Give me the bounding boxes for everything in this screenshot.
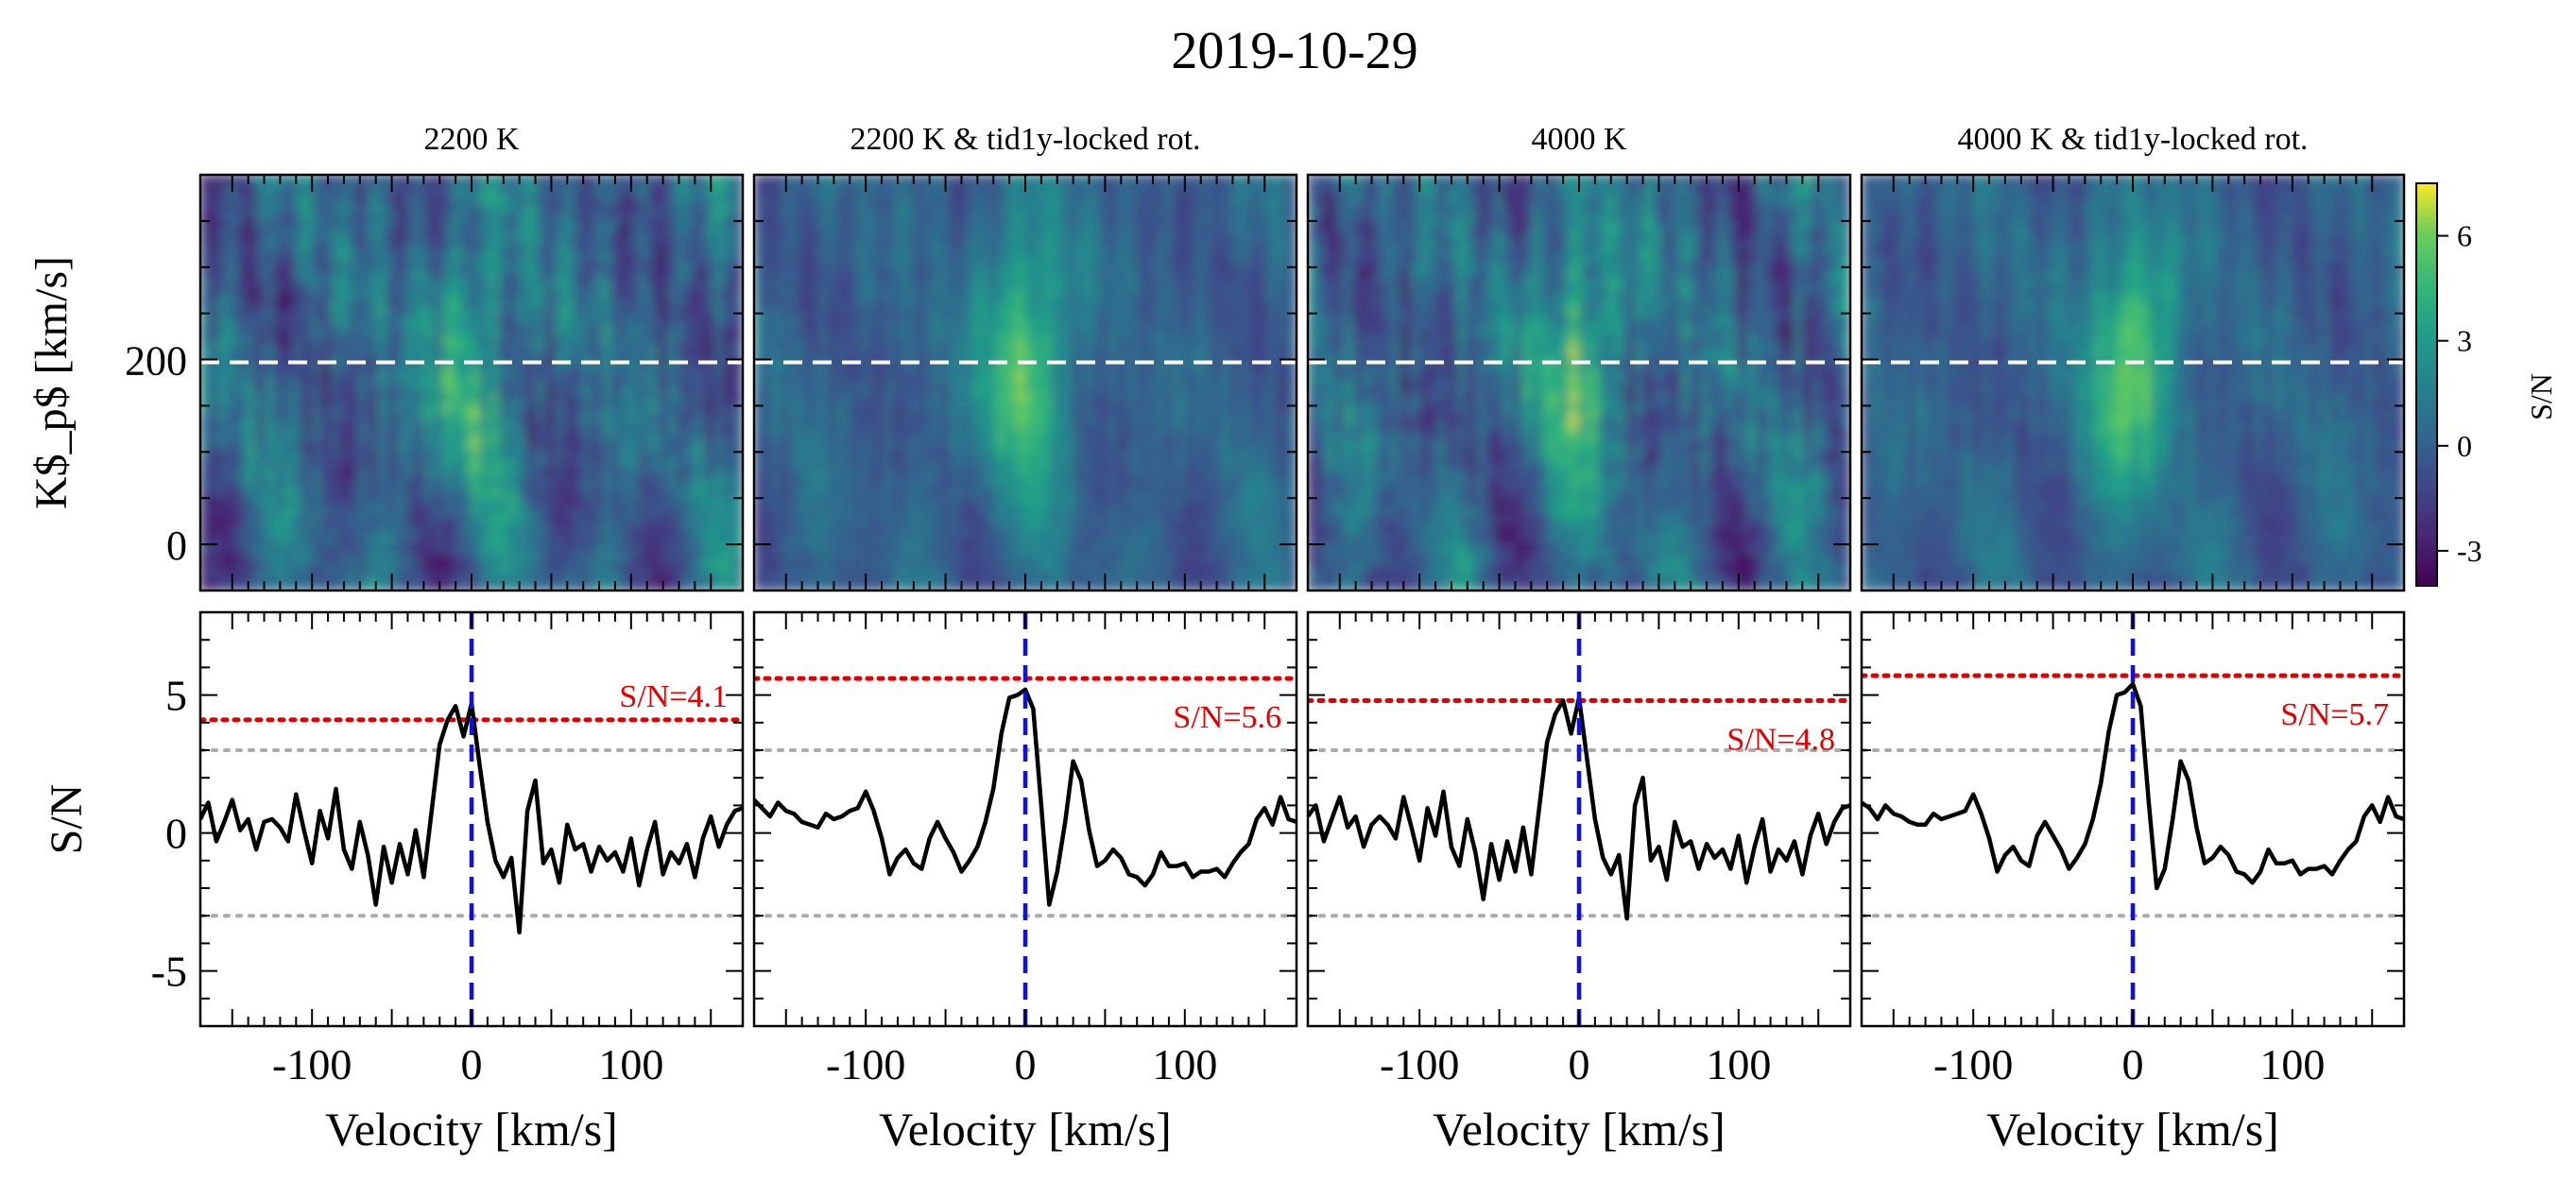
snr-xtick-label: -100 bbox=[1933, 1040, 2013, 1088]
snr-panel: S/N=5.6 -100 0 100 Velocity [km/s] bbox=[752, 610, 1298, 1156]
heatmap-panel bbox=[752, 173, 1298, 592]
snr-curve bbox=[1862, 681, 2404, 891]
heatmap-ytick-label: 200 bbox=[125, 338, 187, 385]
heatmap-ylabel: K$_p$ [km/s] bbox=[26, 256, 77, 509]
snr-threshold-label: S/N=4.1 bbox=[619, 679, 728, 714]
snr-ytick-label: 0 bbox=[165, 810, 187, 858]
snr-panel: S/N=4.8 -100 0 100 Velocity [km/s] bbox=[1306, 610, 1852, 1156]
panel-title: 2200 K & tid1y-locked rot. bbox=[850, 122, 1200, 157]
colorbar-tick-label: 6 bbox=[2457, 219, 2472, 253]
figure-title: 2019-10-29 bbox=[1171, 22, 1417, 80]
snr-panel: S/N=4.1 -100 0 100 Velocity [km/s] -5 0 5 S/N bbox=[42, 610, 745, 1156]
snr-xtick-label: -100 bbox=[272, 1040, 352, 1088]
snr-xtick-label: 100 bbox=[2259, 1040, 2325, 1088]
panel-title: 2200 K bbox=[423, 122, 520, 157]
snr-ytick-label: 5 bbox=[165, 672, 187, 720]
snr-xtick-label: -100 bbox=[1380, 1040, 1459, 1088]
colorbar-tick-label: -3 bbox=[2457, 534, 2482, 568]
snr-threshold-label: S/N=5.7 bbox=[2280, 697, 2389, 732]
snr-panel: S/N=5.7 -100 0 100 Velocity [km/s] bbox=[1860, 610, 2406, 1156]
snr-xtick-label: 100 bbox=[1706, 1040, 1771, 1088]
snr-threshold-label: S/N=5.6 bbox=[1173, 700, 1281, 735]
snr-xlabel: Velocity [km/s] bbox=[325, 1103, 618, 1156]
heatmap-panel: 0 200 K$_p$ [km/s] bbox=[26, 173, 745, 592]
colorbar-gradient bbox=[2415, 182, 2438, 587]
colorbar: -3 0 3 6 S/N bbox=[2415, 182, 2558, 587]
snr-xtick-label: -100 bbox=[826, 1040, 905, 1088]
snr-xlabel: Velocity [km/s] bbox=[1986, 1103, 2279, 1156]
panel-title: 4000 K & tid1y-locked rot. bbox=[1957, 122, 2308, 157]
snr-xlabel: Velocity [km/s] bbox=[1433, 1103, 1726, 1156]
snr-xtick-label: 0 bbox=[1015, 1040, 1037, 1088]
colorbar-label: S/N bbox=[2524, 373, 2558, 420]
colorbar-tick-label: 3 bbox=[2457, 324, 2472, 358]
snr-ylabel: S/N bbox=[42, 784, 92, 855]
snr-xlabel: Velocity [km/s] bbox=[879, 1103, 1172, 1156]
snr-ytick-label: -5 bbox=[151, 948, 187, 996]
snr-curve bbox=[754, 687, 1297, 907]
panel-title: 4000 K bbox=[1531, 122, 1627, 157]
snr-xtick-label: 0 bbox=[461, 1040, 483, 1088]
snr-xtick-label: 100 bbox=[1152, 1040, 1217, 1088]
snr-xtick-label: 0 bbox=[2122, 1040, 2144, 1088]
heatmap-panel bbox=[1860, 173, 2406, 592]
snr-xtick-label: 100 bbox=[598, 1040, 663, 1088]
colorbar-tick-label: 0 bbox=[2457, 429, 2472, 463]
snr-threshold-label: S/N=4.8 bbox=[1726, 722, 1835, 757]
heatmap-ytick-label: 0 bbox=[166, 522, 187, 569]
heatmap-panel bbox=[1306, 173, 1852, 592]
snr-curve bbox=[200, 701, 743, 934]
snr-xtick-label: 0 bbox=[1569, 1040, 1590, 1088]
